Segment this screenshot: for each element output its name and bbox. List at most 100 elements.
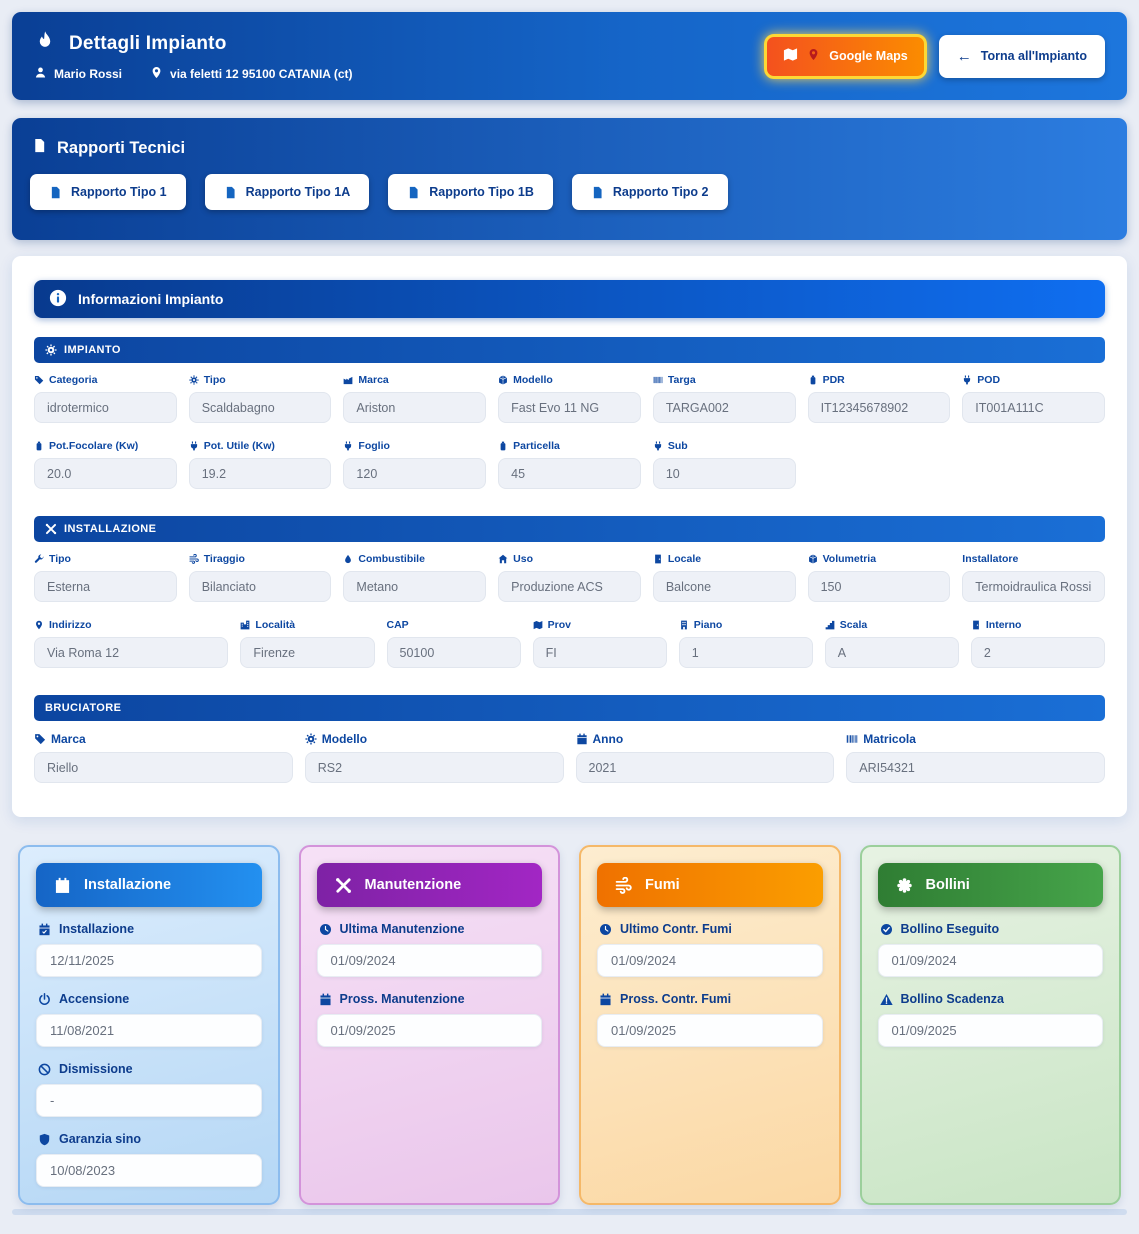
field-label: Combustibile — [343, 553, 486, 565]
field-value-ultimo-contr-fumi[interactable]: 01/09/2024 — [597, 944, 823, 977]
report-button-rapporto-tipo-1b[interactable]: Rapporto Tipo 1B — [388, 174, 553, 210]
field-value-locale[interactable]: Balcone — [652, 571, 796, 602]
field-value-bollino-scadenza[interactable]: 01/09/2025 — [877, 1014, 1103, 1047]
field-value-pross-manutenzione[interactable]: 01/09/2025 — [316, 1014, 542, 1047]
arrow-left-icon: ← — [956, 47, 972, 65]
back-label: Torna all'Impianto — [980, 49, 1087, 63]
field-value-foglio[interactable]: 120 — [343, 458, 487, 489]
field-value-categoria[interactable]: idrotermico — [34, 392, 177, 423]
door-icon — [654, 554, 661, 564]
footer-strip — [12, 1209, 1127, 1215]
card-bollini: Bollini Bollino Eseguito 01/09/2024 Boll… — [859, 845, 1121, 1205]
field-value-pross-contr-fumi[interactable]: 01/09/2025 — [597, 1014, 823, 1047]
field-pross-manutenzione: Pross. Manutenzione 01/09/2025 — [316, 992, 543, 1047]
back-to-plant-button[interactable]: ← Torna all'Impianto — [938, 34, 1105, 78]
field-particella: Particella 45 — [498, 440, 641, 489]
field-label: Targa — [653, 374, 796, 386]
field-value-cap[interactable]: 50100 — [386, 637, 521, 668]
field-volumetria: Volumetria 150 — [807, 553, 951, 602]
oil-icon — [345, 554, 352, 564]
field-value-targa[interactable]: TARGA002 — [652, 392, 796, 423]
field-value-pod[interactable]: IT001A111C — [962, 392, 1105, 423]
field-sub: Sub 10 — [652, 440, 796, 489]
field-value-piano[interactable]: 1 — [678, 637, 813, 668]
map-pin-icon — [807, 48, 820, 64]
field-label: Tipo — [34, 553, 177, 565]
field-label: Modello — [305, 732, 564, 746]
map-icon — [533, 620, 542, 630]
field-value-sub[interactable]: 10 — [652, 458, 796, 489]
field-uso: Uso Produzione ACS — [498, 553, 641, 602]
field-value-dismissione[interactable]: - — [36, 1084, 262, 1117]
cube-icon — [808, 554, 817, 564]
field-label: Pross. Contr. Fumi — [599, 992, 823, 1006]
field-value-accensione[interactable]: 11/08/2021 — [36, 1014, 262, 1047]
field-label: Tipo — [189, 374, 332, 386]
field-value-modello[interactable]: RS2 — [304, 752, 564, 783]
pin-icon — [35, 620, 43, 630]
field-label: Marca — [343, 374, 486, 386]
plug-icon — [345, 441, 352, 451]
field-ultimo-contr-fumi: Ultimo Contr. Fumi 01/09/2024 — [597, 922, 823, 977]
field-value-combustibile[interactable]: Metano — [343, 571, 487, 602]
plug-icon — [190, 441, 197, 451]
field-label: Ultima Manutenzione — [319, 922, 543, 936]
field-value-installatore[interactable]: Termoidraulica Rossi — [962, 571, 1105, 602]
field-pdr: PDR IT12345678902 — [807, 374, 951, 423]
field-label: Installazione — [38, 922, 262, 936]
section-header-installazione: INSTALLAZIONE — [34, 516, 1105, 542]
field-label: Interno — [971, 619, 1105, 631]
card-fumi: Fumi Ultimo Contr. Fumi 01/09/2024 Pross… — [579, 845, 841, 1205]
report-buttons-row: Rapporto Tipo 1 Rapporto Tipo 1A Rapporto … — [30, 174, 1109, 210]
field-value-garanzia-sino[interactable]: 10/08/2023 — [36, 1154, 262, 1187]
field-value-localit[interactable]: Firenze — [240, 637, 375, 668]
field-value-bollino-eseguito[interactable]: 01/09/2024 — [877, 944, 1103, 977]
field-label: Pot.Focolare (Kw) — [34, 440, 177, 452]
field-value-volumetria[interactable]: 150 — [807, 571, 951, 602]
doc-icon — [410, 186, 418, 198]
field-value-matricola[interactable]: ARI54321 — [846, 752, 1105, 783]
field-value-tiraggio[interactable]: Bilanciato — [188, 571, 332, 602]
field-value-installazione[interactable]: 12/11/2025 — [36, 944, 262, 977]
field-label: Bollino Scadenza — [879, 992, 1104, 1006]
field-label: Ultimo Contr. Fumi — [599, 922, 823, 936]
field-value-particella[interactable]: 45 — [498, 458, 641, 489]
field-value-tipo[interactable]: Esterna — [34, 571, 177, 602]
tank-icon — [36, 441, 42, 451]
tag-icon — [35, 734, 46, 745]
field-value-indirizzo[interactable]: Via Roma 12 — [34, 637, 229, 668]
info-icon — [49, 289, 67, 310]
field-label: Pross. Manutenzione — [319, 992, 543, 1006]
card-header-bollini: Bollini — [877, 863, 1103, 907]
field-anno: Anno 2021 — [575, 732, 835, 783]
door-icon — [973, 620, 979, 630]
field-value-interno[interactable]: 2 — [970, 637, 1105, 668]
field-label: Prov — [533, 619, 667, 631]
field-value-marca[interactable]: Riello — [34, 752, 293, 783]
field-value-prov[interactable]: FI — [532, 637, 667, 668]
calendar-icon — [576, 733, 587, 745]
field-value-anno[interactable]: 2021 — [575, 752, 835, 783]
field-value-pot-focolare-kw[interactable]: 20.0 — [34, 458, 177, 489]
clock-icon — [319, 923, 331, 935]
check-circle-icon — [880, 923, 892, 935]
info-sections: IMPIANTO Categoria idrotermico Tipo Scal… — [34, 337, 1105, 783]
field-value-pot-utile-kw[interactable]: 19.2 — [188, 458, 332, 489]
wrench-icon — [34, 554, 44, 563]
user-name: Mario Rossi — [54, 67, 123, 81]
report-button-rapporto-tipo-2[interactable]: Rapporto Tipo 2 — [571, 174, 728, 210]
field-value-marca[interactable]: Ariston — [343, 392, 487, 423]
clock-icon — [599, 923, 612, 935]
report-button-rapporto-tipo-1a[interactable]: Rapporto Tipo 1A — [204, 174, 370, 210]
google-maps-button[interactable]: Google Maps — [764, 33, 927, 79]
gear-icon — [45, 344, 57, 356]
field-value-modello[interactable]: Fast Evo 11 NG — [498, 392, 641, 423]
field-value-tipo[interactable]: Scaldabagno — [188, 392, 332, 423]
report-button-rapporto-tipo-1[interactable]: Rapporto Tipo 1 — [30, 174, 186, 210]
field-value-pdr[interactable]: IT12345678902 — [807, 392, 951, 423]
field-garanzia-sino: Garanzia sino 10/08/2023 — [36, 1132, 262, 1187]
field-label: Uso — [498, 553, 641, 565]
field-value-scala[interactable]: A — [824, 637, 959, 668]
field-value-uso[interactable]: Produzione ACS — [498, 571, 641, 602]
field-value-ultima-manutenzione[interactable]: 01/09/2024 — [316, 944, 542, 977]
